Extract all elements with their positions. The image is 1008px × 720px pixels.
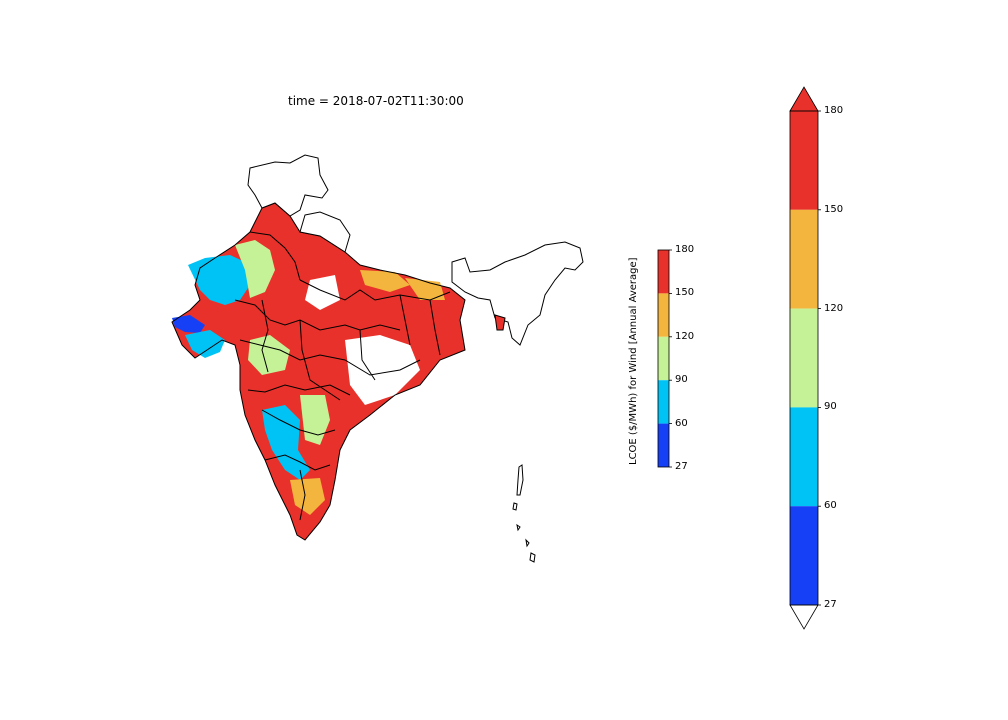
large-colorbar-tick-label: 90 <box>824 401 837 413</box>
region-lightgreen-west <box>235 240 275 298</box>
northeast-red-patch <box>494 314 506 331</box>
large-colorbar-tick-label: 150 <box>824 203 844 215</box>
small-colorbar-bin-90-120 <box>658 336 669 381</box>
small-colorbar-tick-label: 150 <box>675 287 695 299</box>
large-colorbar-frame <box>789 110 819 606</box>
region-blue-kutch <box>172 315 205 333</box>
kashmir-outline <box>247 154 329 217</box>
large-colorbar-bin-27-60 <box>790 506 818 605</box>
region-white-north <box>305 275 340 310</box>
small-colorbar-bin-120-150 <box>658 293 669 337</box>
small-colorbar-bin-60-90 <box>658 380 669 424</box>
state-borders <box>234 231 451 521</box>
large-colorbar-tick-label: 27 <box>824 599 837 610</box>
colorbar-extend-min <box>789 604 819 630</box>
colorbar-extend-max <box>789 86 819 112</box>
large-colorbar-bin-90-120 <box>790 308 818 408</box>
small-colorbar-frame <box>657 249 670 468</box>
region-cyan-west <box>188 255 250 305</box>
large-colorbar-tick-label: 180 <box>824 105 844 116</box>
small-colorbar-tick-label: 180 <box>675 244 695 255</box>
himachal-outline <box>299 211 351 253</box>
region-white-east <box>345 335 420 405</box>
plot-title: time = 2018-07-02T11:30:00 <box>288 94 464 108</box>
region-orange-east <box>360 270 410 292</box>
large-colorbar-bin-150-180 <box>790 111 818 210</box>
northeast-outline <box>451 241 584 346</box>
small-colorbar-tick-label: 120 <box>675 330 695 342</box>
small-colorbar-tick-label: 90 <box>675 374 688 386</box>
small-colorbar-bin-27-60 <box>658 423 669 467</box>
large-colorbar-bin-120-150 <box>790 209 818 309</box>
colorbar-label: LCOE ($/MWh) for Wind [Annual Average] <box>628 257 639 465</box>
region-cyan-gujarat <box>185 330 225 358</box>
large-colorbar-tick-label: 60 <box>824 500 837 512</box>
large-colorbar-bin-60-90 <box>790 407 818 507</box>
region-orange-northeast <box>405 278 445 300</box>
andaman-islands <box>512 464 536 563</box>
small-colorbar-tick-label: 27 <box>675 461 688 472</box>
india-outline <box>171 202 466 541</box>
small-colorbar-tick-label: 60 <box>675 417 688 429</box>
small-colorbar-bin-150-180 <box>658 250 669 294</box>
region-orange-south <box>290 478 325 515</box>
large-colorbar-tick-label: 120 <box>824 302 844 314</box>
